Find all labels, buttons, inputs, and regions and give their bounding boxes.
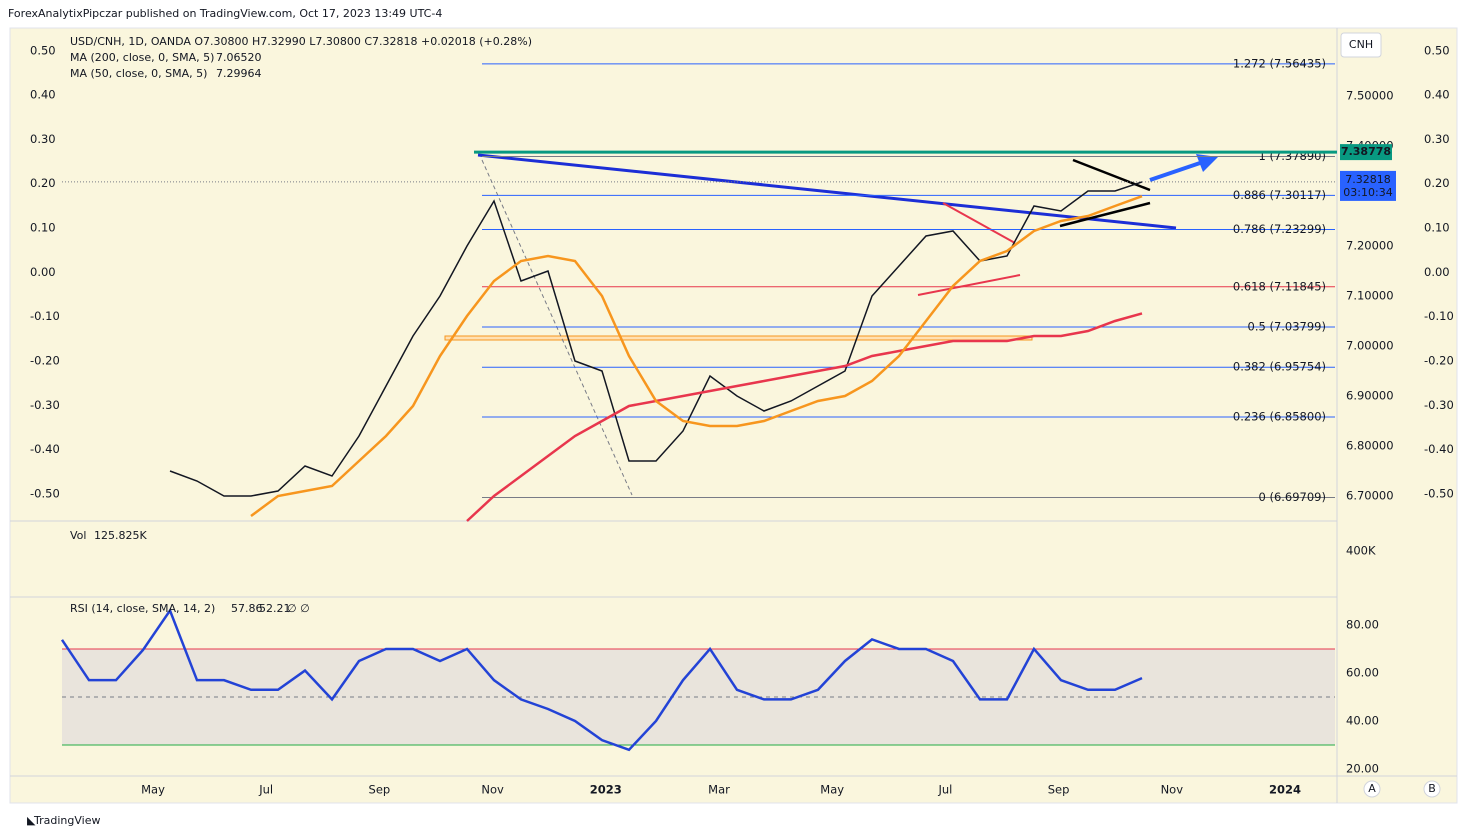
scale-button-label: B	[1428, 782, 1436, 795]
series-line	[60, 607, 1143, 752]
x-tick-label: 2023	[590, 783, 622, 797]
fib-label: 1.272 (7.56435)	[1233, 56, 1326, 70]
y-tick-label: 7.00000	[1346, 339, 1394, 353]
y-tick-label: 60.00	[1346, 665, 1379, 679]
y-tick-label: 0.30	[1424, 132, 1450, 146]
price-tag-label: 7.32818	[1345, 173, 1391, 186]
y-tick-label: -0.10	[30, 309, 60, 323]
y-tick-label: 6.70000	[1346, 489, 1394, 503]
x-tick-label: May	[820, 783, 844, 797]
rsi-band	[62, 648, 1335, 745]
publisher: ForexAnalytixPipczar published on Tradin…	[8, 7, 442, 20]
countdown: 03:10:34	[1343, 186, 1392, 199]
legend-value: 52.21	[259, 602, 291, 615]
price-tag	[1340, 144, 1392, 161]
fib-label: 0.786 (7.23299)	[1233, 222, 1326, 236]
x-tick-label: Sep	[1048, 783, 1070, 797]
x-tick-label: Mar	[708, 783, 730, 797]
arrow	[1149, 161, 1201, 182]
y-tick-label: 0.10	[1424, 221, 1450, 235]
legend-value: 7.29964	[216, 67, 262, 80]
y-tick-label: -0.20	[1424, 353, 1454, 367]
y-tick-label: 7.20000	[1346, 239, 1394, 253]
y-tick-label: 0.00	[30, 265, 56, 279]
y-tick-label: 7.50000	[1346, 89, 1394, 103]
legend-value: 7.06520	[216, 51, 262, 64]
y-tick-label: -0.30	[30, 398, 60, 412]
y-tick-label: 0.40	[30, 88, 56, 102]
support-zone	[444, 335, 1033, 341]
y-tick-label: 80.00	[1346, 617, 1379, 631]
trendline	[917, 274, 1021, 296]
price-tag	[1340, 170, 1396, 201]
pane-title: Vol	[70, 529, 86, 542]
pane-value: 125.825K	[94, 529, 147, 542]
y-tick-label: 0.30	[30, 132, 56, 146]
fib-label: 0.5 (7.03799)	[1248, 320, 1326, 334]
fib-label: 0.886 (7.30117)	[1233, 188, 1326, 202]
y-tick-label: 400K	[1346, 544, 1376, 558]
scale-button-label: A	[1368, 782, 1376, 795]
fib-label: 0.618 (7.11845)	[1233, 279, 1326, 293]
y-tick-label: -0.40	[1424, 442, 1454, 456]
price-tag-label: 7.38778	[1341, 145, 1391, 158]
y-tick-label: -0.40	[30, 442, 60, 456]
y-tick-label: 6.90000	[1346, 389, 1394, 403]
x-tick-label: Jul	[937, 783, 952, 797]
y-tick-label: 20.00	[1346, 761, 1379, 775]
x-tick-label: May	[141, 783, 165, 797]
x-tick-label: Nov	[1161, 783, 1184, 797]
scale-button[interactable]	[1423, 780, 1441, 798]
y-tick-label: 40.00	[1346, 713, 1379, 727]
y-tick-label: 0.40	[1424, 88, 1450, 102]
arrow-head	[1196, 154, 1218, 172]
y-tick-label: -0.20	[30, 353, 60, 367]
y-tick-label: 0.00	[1424, 265, 1450, 279]
y-tick-label: -0.10	[1424, 309, 1454, 323]
y-tick-label: -0.30	[1424, 398, 1454, 412]
x-tick-label: Jul	[258, 783, 273, 797]
legend-value: 57.86	[231, 602, 263, 615]
y-tick-label: 0.50	[30, 43, 56, 57]
series-line	[466, 312, 1143, 522]
y-tick-label: 6.80000	[1346, 439, 1394, 453]
x-tick-label: 2024	[1269, 783, 1301, 797]
y-tick-label: 0.20	[30, 176, 56, 190]
fib-label: 0.236 (6.85800)	[1233, 410, 1326, 424]
pane-title: RSI (14, close, SMA, 14, 2)	[70, 602, 215, 615]
y-tick-label: 0.50	[1424, 43, 1450, 57]
fib-label: 0.382 (6.95754)	[1233, 360, 1326, 374]
x-tick-label: Nov	[481, 783, 504, 797]
scale-button[interactable]	[1363, 780, 1381, 798]
legend-entry: MA (200, close, 0, SMA, 5)	[70, 51, 214, 64]
y-tick-label: -0.50	[30, 486, 60, 500]
currency-button[interactable]	[1340, 32, 1382, 58]
y-tick-label: 0.20	[1424, 176, 1450, 190]
trendline	[1072, 158, 1151, 192]
trendline	[942, 202, 1016, 244]
trendline	[477, 153, 1177, 230]
x-tick-label: Sep	[369, 783, 391, 797]
brand-logo: ◣	[27, 814, 36, 827]
currency: CNH	[1349, 38, 1373, 51]
trendline	[1059, 201, 1151, 228]
legend-title: USD/CNH, 1D, OANDA O7.30800 H7.32990 L7.…	[70, 35, 532, 48]
legend-value: ∅ ∅	[287, 602, 310, 615]
y-tick-label: -0.50	[1424, 486, 1454, 500]
brand: TradingView	[33, 814, 100, 827]
y-tick-label: 7.10000	[1346, 289, 1394, 303]
y-tick-label: 0.10	[30, 221, 56, 235]
legend-entry: MA (50, close, 0, SMA, 5)	[70, 67, 207, 80]
series-line	[250, 195, 1143, 518]
fib-label: 0 (6.69709)	[1258, 490, 1326, 504]
